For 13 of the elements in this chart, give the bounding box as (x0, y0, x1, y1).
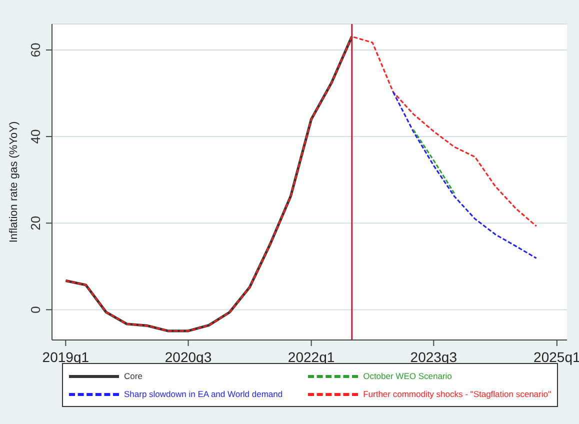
x-tick-label: 2023q3 (410, 349, 458, 365)
x-tick-label: 2020q3 (164, 349, 212, 365)
y-tick-label: 0 (28, 306, 43, 314)
y-tick-label: 60 (28, 42, 43, 58)
y-tick-label: 20 (28, 216, 43, 230)
text: Core (124, 371, 142, 381)
text: October WEO Scenario (363, 371, 452, 381)
text: Sharp slowdown in EA and World demand (124, 389, 283, 399)
y-axis-title: Inflation rate gas (%YoY) (8, 121, 20, 243)
x-tick-label: 2022q1 (288, 349, 335, 365)
text: Further commodity shocks - "Stagflation scenario" (363, 389, 551, 399)
y-tick-label: 40 (28, 129, 43, 144)
x-tick-label: 2019q1 (42, 349, 90, 365)
